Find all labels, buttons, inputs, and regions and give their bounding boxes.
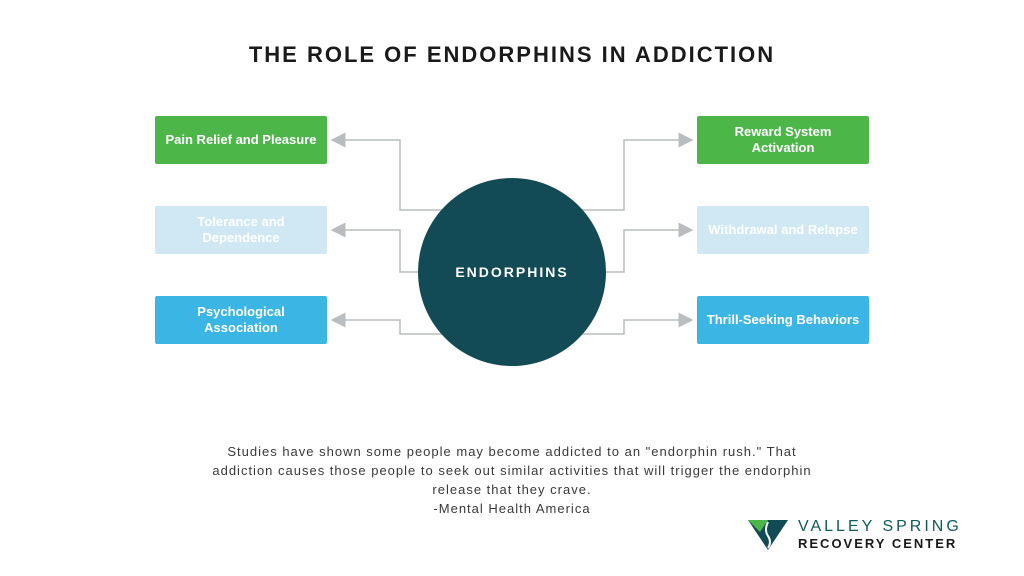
logo-mark-icon [746,516,790,552]
node-psychological-association: Psychological Association [155,296,327,344]
node-tolerance-and-dependence: Tolerance and Dependence [155,206,327,254]
logo-text: VALLEY SPRINGRECOVERY CENTER [798,518,962,551]
logo-name: VALLEY SPRING [798,518,962,536]
brand-logo: VALLEY SPRINGRECOVERY CENTER [746,516,962,552]
node-reward-system-activation: Reward System Activation [697,116,869,164]
footer-text: Studies have shown some people may becom… [0,442,1024,518]
node-withdrawal-and-relapse: Withdrawal and Relapse [697,206,869,254]
node-thrill-seeking-behaviors: Thrill-Seeking Behaviors [697,296,869,344]
footer-line: release that they crave. [0,480,1024,499]
hub-circle: ENDORPHINS [418,178,606,366]
footer-line: addiction causes those people to seek ou… [0,461,1024,480]
logo-sub: RECOVERY CENTER [798,536,962,551]
node-pain-relief-and-pleasure: Pain Relief and Pleasure [155,116,327,164]
footer-line: Studies have shown some people may becom… [0,442,1024,461]
